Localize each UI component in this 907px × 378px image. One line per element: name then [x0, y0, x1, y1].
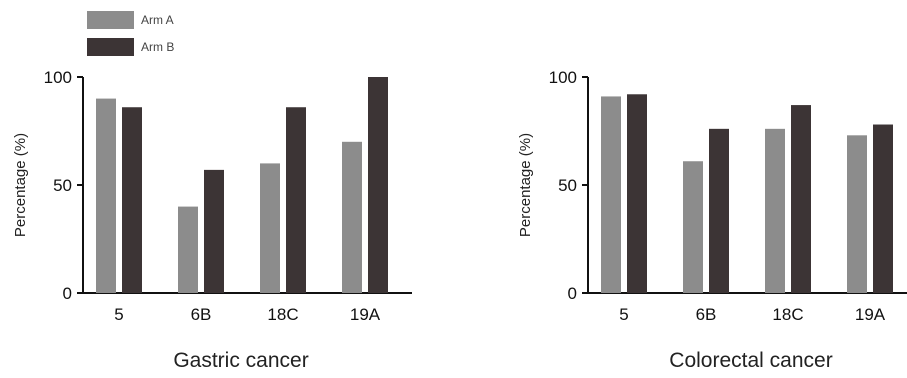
bar-arm-a-18c	[260, 163, 280, 293]
x-tick-label: 19A	[855, 305, 886, 324]
bar-arm-a-5	[601, 96, 621, 293]
x-tick-label: 5	[114, 305, 123, 324]
legend-swatch-arm-a	[87, 11, 134, 29]
bar-arm-b-6b	[204, 169, 224, 293]
bar-arm-a-18c	[765, 128, 785, 293]
x-tick-label: 5	[619, 305, 628, 324]
x-tick-label: 18C	[772, 305, 803, 324]
y-tick-label: 0	[568, 284, 577, 303]
chart-title: Colorectal cancer	[669, 349, 832, 372]
bar-arm-b-19a	[873, 124, 893, 294]
bar-arm-b-19a	[368, 77, 388, 293]
bar-arm-a-6b	[178, 206, 198, 293]
x-tick-label: 19A	[350, 305, 381, 324]
x-tick-label: 6B	[191, 305, 212, 324]
legend-label-arm-a: Arm A	[141, 13, 174, 27]
gastric-cancer-chart: Percentage (%) Gastric cancer 0 50 100 5 6B 1…	[12, 68, 412, 372]
y-tick-label: 100	[44, 68, 72, 87]
bar-arm-b-18c	[286, 107, 306, 294]
bar-arm-b-18c	[791, 105, 811, 293]
x-tick-label: 6B	[696, 305, 717, 324]
y-tick-label: 0	[63, 284, 72, 303]
bar-arm-b-6b	[709, 128, 729, 293]
legend: Arm A Arm B	[87, 11, 174, 56]
y-tick-label: 50	[558, 176, 577, 195]
bar-arm-b-5	[627, 94, 647, 293]
bar-arm-b-5	[122, 107, 142, 294]
bar-arm-a-19a	[847, 135, 867, 293]
legend-label-arm-b: Arm B	[141, 40, 174, 54]
bar-arm-a-6b	[683, 161, 703, 293]
bar-arm-a-5	[96, 98, 116, 293]
legend-swatch-arm-b	[87, 38, 134, 56]
chart-title: Gastric cancer	[173, 349, 308, 372]
colorectal-cancer-chart: Percentage (%) Colorectal cancer 0 50 100 5…	[517, 68, 907, 372]
x-tick-label: 18C	[267, 305, 298, 324]
y-tick-label: 100	[549, 68, 577, 87]
bar-arm-a-19a	[342, 141, 362, 293]
y-axis-title: Percentage (%)	[12, 133, 29, 237]
y-tick-label: 50	[53, 176, 72, 195]
y-axis-title: Percentage (%)	[517, 133, 534, 237]
